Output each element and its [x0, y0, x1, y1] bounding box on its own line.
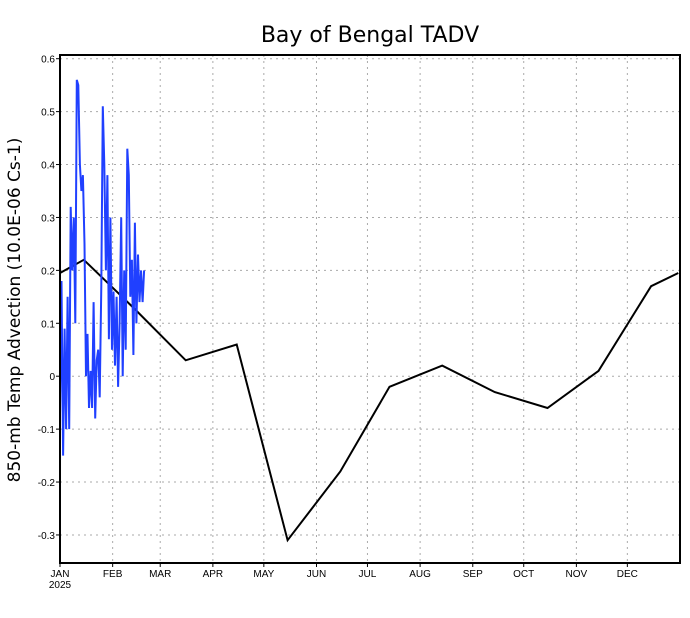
- series-line-climatology: [59, 258, 679, 543]
- y-tick-label: 0.6: [41, 55, 55, 66]
- year-label: 2025: [49, 580, 72, 591]
- x-tick-label: JUN: [307, 569, 326, 580]
- series-group: [59, 79, 679, 543]
- y-tick-label: 0: [49, 372, 55, 383]
- y-tick-label: 0.4: [41, 161, 55, 172]
- y-axis-label: 850-mb Temp Advection (10.0E-06 Cs-1): [5, 138, 25, 483]
- series-line-2025-daily: [59, 79, 146, 456]
- x-tick-label: FEB: [103, 569, 123, 580]
- x-tick-label: OCT: [513, 569, 534, 580]
- y-tick-label: -0.1: [38, 425, 56, 436]
- grid: [60, 55, 680, 563]
- x-tick-label: MAR: [149, 569, 171, 580]
- x-tick-label: NOV: [566, 569, 588, 580]
- x-tick-label: JAN: [51, 569, 70, 580]
- y-tick-label: 0.3: [41, 213, 55, 224]
- plot-frame: [59, 54, 681, 564]
- x-tick-label: APR: [203, 569, 224, 580]
- y-tick-label: -0.2: [38, 478, 56, 489]
- y-tick-label: 0.1: [41, 319, 55, 330]
- x-tick-label: JUL: [359, 569, 377, 580]
- ticks: -0.3 -0.2 -0.1 0 0.1 0.2 0.3 0.4 0.5 0.6 JAN FEB MAR…: [38, 55, 638, 580]
- x-tick-label: AUG: [409, 569, 431, 580]
- x-tick-label: MAY: [253, 569, 274, 580]
- chart-title: Bay of Bengal TADV: [261, 23, 479, 48]
- y-tick-label: -0.3: [38, 531, 56, 542]
- x-tick-label: SEP: [463, 569, 483, 580]
- y-tick-label: 0.2: [41, 266, 55, 277]
- x-tick-label: DEC: [617, 569, 638, 580]
- y-tick-label: 0.5: [41, 108, 55, 119]
